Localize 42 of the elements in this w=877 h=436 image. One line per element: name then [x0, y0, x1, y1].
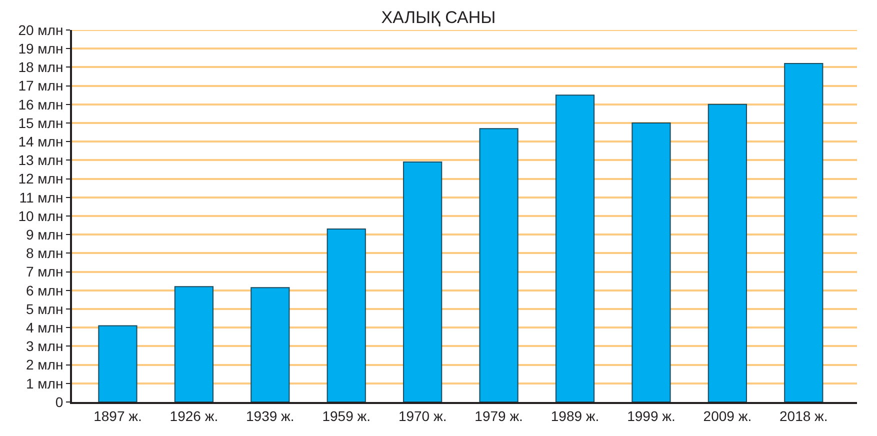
y-tick-label: 1 млн — [26, 375, 64, 392]
x-tick-label: 2018 ж. — [780, 408, 828, 424]
bar — [250, 287, 290, 402]
x-tick-label: 1989 ж. — [550, 408, 600, 424]
x-tick-label: 1999 ж. — [627, 408, 676, 424]
x-tick-label: 2009 ж. — [703, 408, 752, 424]
bar — [632, 122, 671, 402]
x-tick-label: 1970 ж. — [398, 408, 447, 424]
y-tick-label: 15 млн — [18, 114, 64, 131]
y-tick-label: 7 млн — [26, 264, 64, 280]
y-tick-label: 9 млн — [26, 226, 64, 242]
y-tick-label: 19 млн — [18, 40, 64, 56]
y-tick-label: 4 млн — [26, 320, 64, 336]
bar — [784, 62, 824, 402]
y-tick-label: 11 млн — [19, 189, 64, 206]
bar — [174, 286, 214, 402]
y-tick-label: 13 млн — [18, 152, 64, 168]
bar — [326, 228, 366, 402]
y-tick-label: 0 — [55, 394, 64, 410]
x-tick-label: 1939 ж. — [246, 408, 294, 424]
bar — [479, 128, 518, 402]
y-tick-label: 6 млн — [26, 282, 64, 298]
bar — [708, 104, 747, 402]
bar — [555, 94, 595, 402]
chart-title: ХАЛЫҚ САНЫ — [381, 8, 496, 27]
bar — [98, 325, 138, 402]
x-tick-label: 1897 ж. — [94, 408, 142, 424]
y-tick-label: 3 млн — [26, 338, 64, 354]
y-tick-label: 12 млн — [18, 170, 64, 187]
y-tick-label: 10 млн — [18, 208, 64, 224]
x-tick-label: 1959 ж. — [322, 408, 371, 424]
bar — [403, 162, 442, 402]
y-tick-label: 2 млн — [26, 356, 64, 373]
y-tick-label: 17 млн — [18, 78, 64, 94]
y-tick-label: 18 млн — [18, 59, 64, 76]
y-tick-label: 20 млн — [18, 22, 64, 38]
x-tick-label: 1926 ж. — [170, 408, 218, 424]
x-tick-label: 1979 ж. — [474, 408, 523, 424]
y-tick-label: 8 млн — [26, 245, 64, 262]
y-tick-label: 16 млн — [18, 96, 64, 112]
y-tick-label: 5 млн — [26, 300, 64, 317]
y-tick-label: 14 млн — [18, 134, 64, 150]
